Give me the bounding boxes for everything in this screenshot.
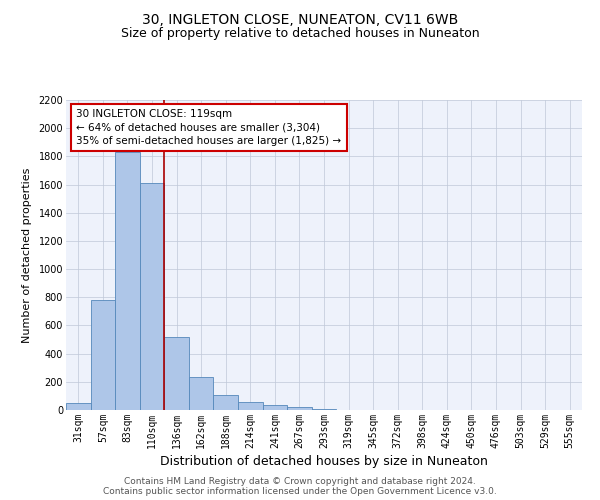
Text: Contains public sector information licensed under the Open Government Licence v3: Contains public sector information licen… (103, 487, 497, 496)
Text: 30, INGLETON CLOSE, NUNEATON, CV11 6WB: 30, INGLETON CLOSE, NUNEATON, CV11 6WB (142, 12, 458, 26)
Bar (66, 403, 91, 410)
Bar (263, 405, 287, 410)
Bar (115, 152, 140, 410)
Y-axis label: Number of detached properties: Number of detached properties (22, 168, 32, 342)
Bar (312, 408, 336, 410)
Bar (214, 395, 238, 410)
Bar (164, 336, 189, 410)
Bar (91, 300, 115, 410)
Bar (238, 402, 263, 410)
Bar (287, 407, 312, 410)
Text: 30 INGLETON CLOSE: 119sqm
← 64% of detached houses are smaller (3,304)
35% of se: 30 INGLETON CLOSE: 119sqm ← 64% of detac… (76, 110, 341, 146)
Text: Size of property relative to detached houses in Nuneaton: Size of property relative to detached ho… (121, 28, 479, 40)
Bar (189, 377, 214, 410)
Text: Contains HM Land Registry data © Crown copyright and database right 2024.: Contains HM Land Registry data © Crown c… (124, 477, 476, 486)
Bar (140, 183, 164, 410)
X-axis label: Distribution of detached houses by size in Nuneaton: Distribution of detached houses by size … (160, 455, 488, 468)
